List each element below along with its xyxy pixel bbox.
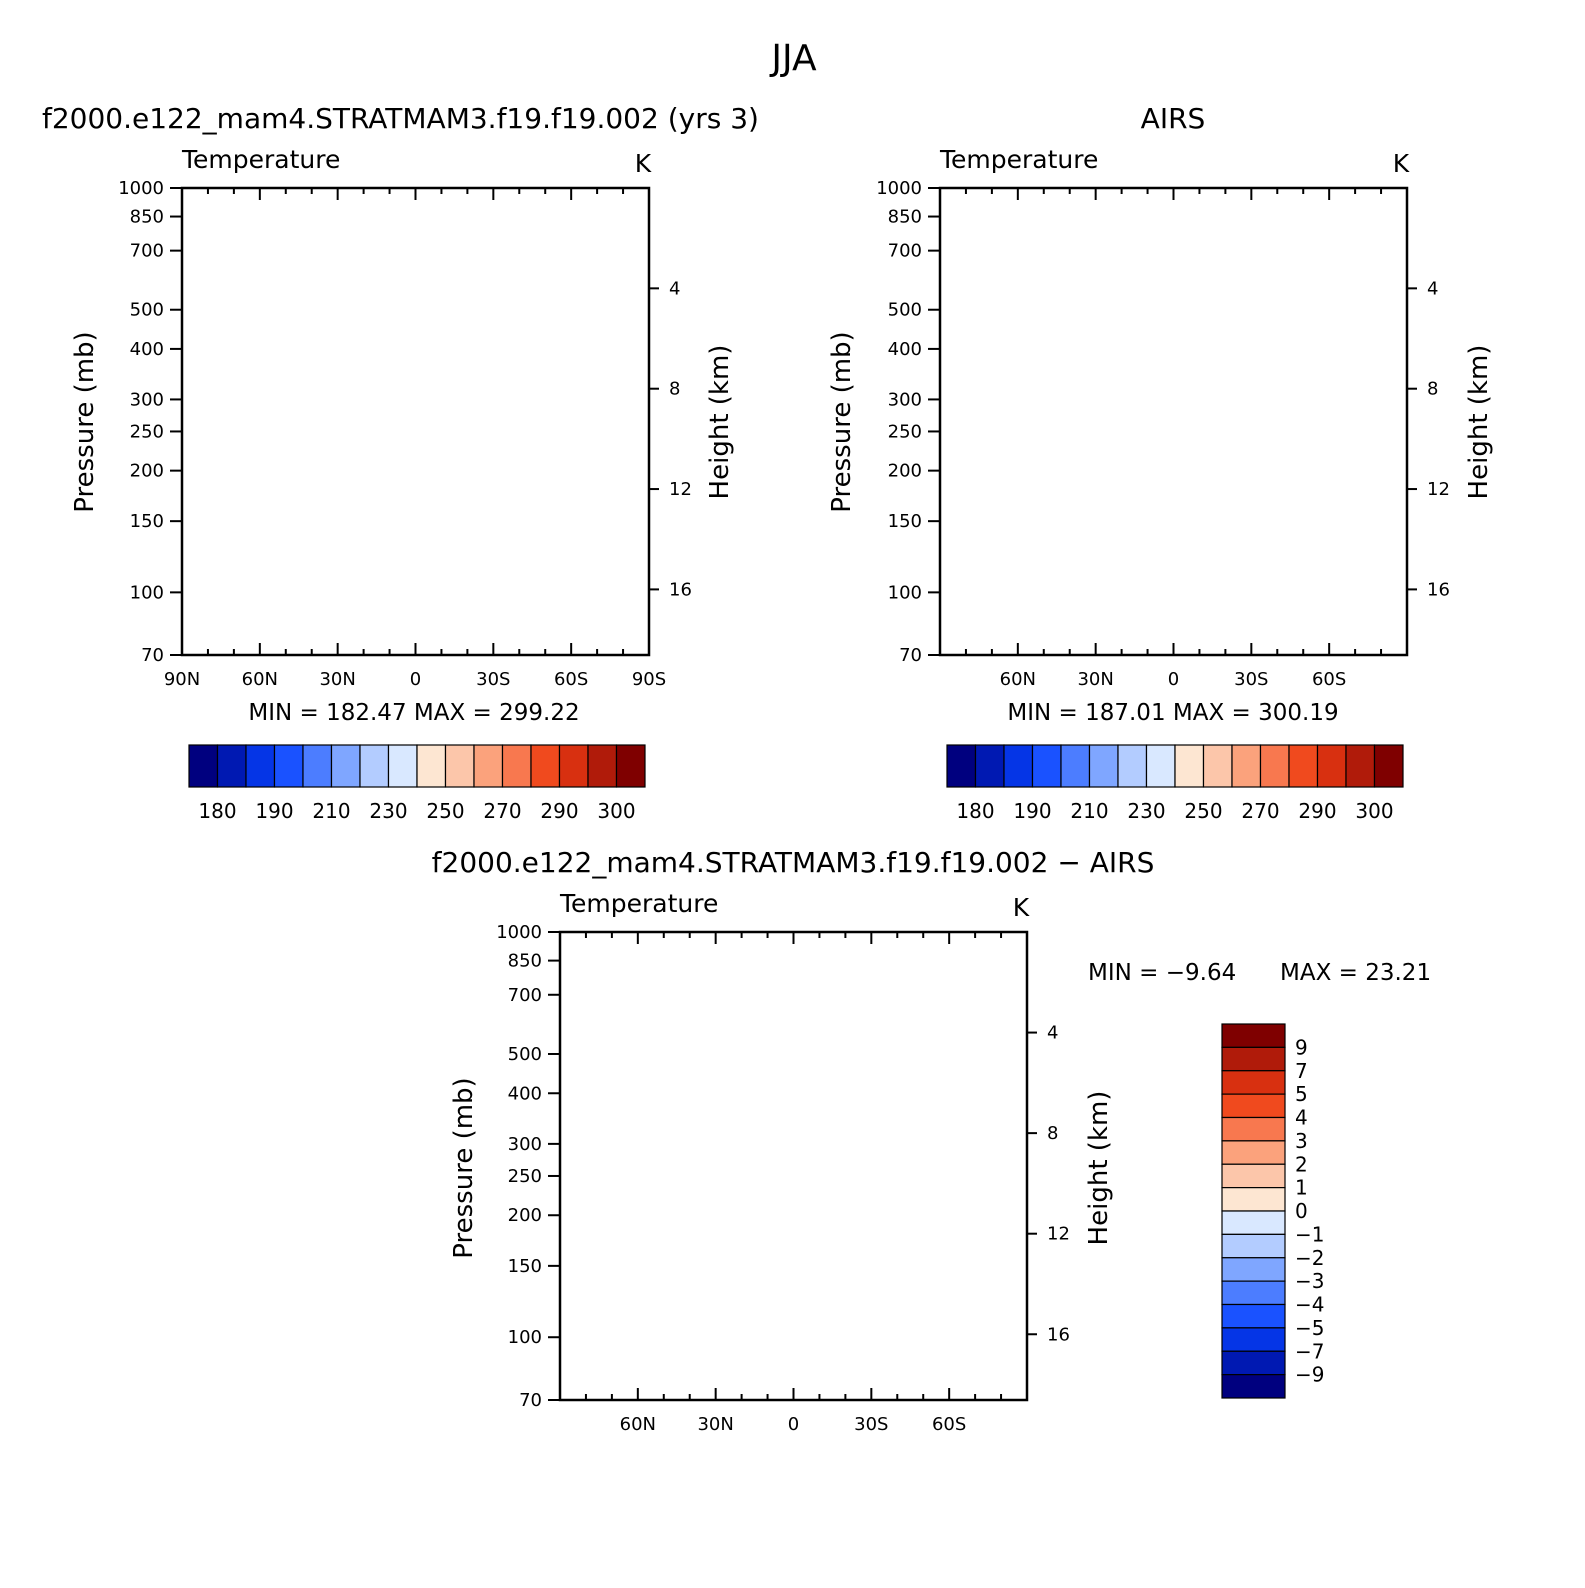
colorbar-label: 190	[255, 799, 293, 823]
plot-area	[938, 186, 1409, 657]
colorbar-swatch	[558, 744, 589, 788]
colorbar-label: 230	[369, 799, 407, 823]
y-tick-label: 400	[130, 339, 164, 360]
colorbar-swatch	[216, 744, 247, 788]
colorbar-label: 270	[483, 799, 521, 823]
panel-title: AIRS	[1141, 102, 1206, 135]
colorbar-label: 300	[597, 799, 635, 823]
min-max-stats: MIN = 182.47 MAX = 299.22	[248, 700, 579, 726]
variable-label: Temperature	[939, 145, 1098, 174]
colorbar-swatch	[273, 744, 304, 788]
y-tick-label: 100	[130, 582, 164, 603]
height-axis-label: Height (km)	[705, 345, 735, 500]
y-tick-label: 700	[130, 241, 164, 262]
x-axis: 90N 60N 30N 0 30S 60S 90S	[164, 188, 666, 690]
colorbar-swatch	[359, 744, 390, 788]
units-label: K	[635, 149, 652, 178]
y-tick-label: 250	[130, 421, 164, 442]
colorbar-label: 180	[198, 799, 236, 823]
x-tick-label: 0	[410, 669, 421, 690]
panel-airs: AIRS Temperature K 60N 30N 0 30S 60S 7010015…	[827, 102, 1494, 823]
y-tick-label: 1000	[118, 178, 164, 199]
height-tick-label: 8	[669, 379, 680, 400]
units-label: K	[1393, 149, 1410, 178]
y-axis-label: Pressure (mb)	[70, 331, 100, 512]
x-tick-label: 60N	[242, 669, 278, 690]
figure-title: JJA	[769, 38, 817, 79]
plot-area	[180, 186, 651, 657]
colorbar-swatch	[587, 744, 618, 788]
colorbar-swatch	[387, 744, 418, 788]
y-tick-label: 850	[130, 207, 164, 228]
plot-frame	[180, 186, 651, 657]
y-tick-label: 300	[130, 389, 164, 410]
x-tick-label: 90S	[632, 669, 666, 690]
x-tick-label: 90N	[164, 669, 200, 690]
colorbar-swatch	[245, 744, 276, 788]
y-tick-label: 70	[141, 645, 164, 666]
height-axis: 4 8 12 16	[649, 278, 692, 600]
x-tick-label: 30N	[319, 669, 355, 690]
panel-model: f2000.e122_mam4.STRATMAM3.f19.f19.002 (y…	[42, 102, 759, 823]
colorbar-swatch	[615, 744, 646, 788]
x-tick-label: 60S	[554, 669, 588, 690]
colorbar-swatch	[444, 744, 475, 788]
height-tick-label: 16	[669, 579, 692, 600]
height-tick-label: 4	[669, 278, 680, 299]
colorbar-label: 290	[540, 799, 578, 823]
colorbar-swatch	[188, 744, 219, 788]
x-tick-label: 30S	[476, 669, 510, 690]
y-tick-label: 200	[130, 461, 164, 482]
height-tick-label: 12	[669, 479, 692, 500]
colorbar-swatch	[530, 744, 561, 788]
colorbar-swatch	[302, 744, 333, 788]
panel-title: f2000.e122_mam4.STRATMAM3.f19.f19.002 (y…	[42, 102, 759, 135]
y-axis: 70 100 150 200 250 300 400 500 700 850 1000	[118, 178, 182, 666]
y-tick-label: 150	[130, 511, 164, 532]
colorbar-swatch	[501, 744, 532, 788]
colorbar-swatch	[473, 744, 504, 788]
colorbar: 180 190 210 230 250 270 290 300	[188, 744, 646, 823]
colorbar-label: 250	[426, 799, 464, 823]
y-tick-label: 500	[130, 300, 164, 321]
colorbar-swatch	[416, 744, 447, 788]
colorbar-label: 210	[312, 799, 350, 823]
variable-label: Temperature	[181, 145, 340, 174]
colorbar-swatch	[330, 744, 361, 788]
